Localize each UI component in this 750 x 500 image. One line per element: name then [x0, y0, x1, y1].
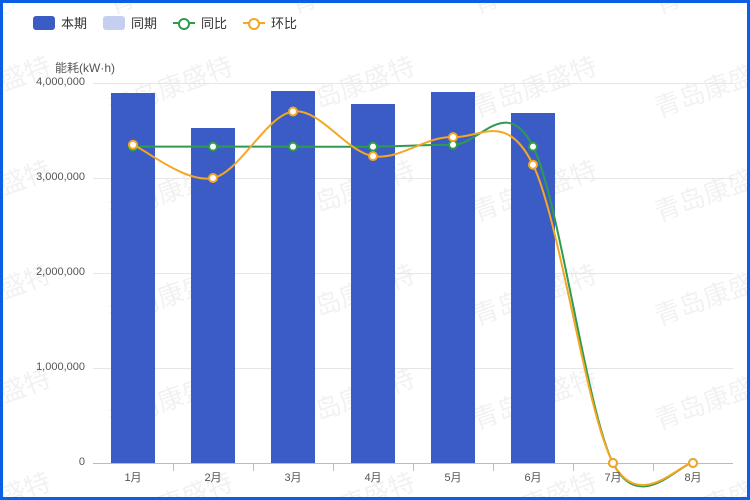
x-tick-label: 5月 — [444, 469, 461, 485]
legend-item-yoy[interactable]: 同比 — [173, 13, 227, 32]
plot-area — [93, 83, 733, 463]
legend-item-previous[interactable]: 同期 — [103, 13, 157, 32]
marker-mom[interactable] — [209, 174, 217, 182]
y-tick-label: 4,000,000 — [15, 76, 85, 88]
marker-mom[interactable] — [449, 133, 457, 141]
chart-frame: 青岛康盛特青岛康盛特青岛康盛特青岛康盛特青岛康盛特青岛康盛特青岛康盛特青岛康盛特… — [0, 0, 750, 500]
legend-swatch-yoy — [173, 22, 195, 24]
marker-mom[interactable] — [129, 141, 137, 149]
legend-label-yoy: 同比 — [201, 13, 227, 32]
marker-yoy[interactable] — [369, 143, 377, 151]
x-tick-separator — [173, 463, 174, 471]
x-tick-separator — [253, 463, 254, 471]
legend-label-mom: 环比 — [271, 13, 297, 32]
marker-mom[interactable] — [289, 108, 297, 116]
marker-yoy[interactable] — [209, 143, 217, 151]
marker-mom[interactable] — [689, 459, 697, 467]
legend-item-current[interactable]: 本期 — [33, 13, 87, 32]
x-tick-separator — [413, 463, 414, 471]
x-tick-label: 2月 — [204, 469, 221, 485]
x-tick-label: 1月 — [124, 469, 141, 485]
x-tick-label: 4月 — [364, 469, 381, 485]
x-tick-label: 3月 — [284, 469, 301, 485]
marker-mom[interactable] — [529, 161, 537, 169]
x-tick-label: 8月 — [684, 469, 701, 485]
y-tick-label: 3,000,000 — [15, 171, 85, 183]
y-axis-title: 能耗(kW·h) — [55, 59, 115, 76]
y-tick-label: 0 — [15, 456, 85, 468]
y-tick-label: 1,000,000 — [15, 361, 85, 373]
legend-swatch-current — [33, 16, 55, 30]
line-layer — [93, 83, 733, 463]
legend-item-mom[interactable]: 环比 — [243, 13, 297, 32]
legend-label-previous: 同期 — [131, 13, 157, 32]
x-tick-separator — [573, 463, 574, 471]
x-tick-label: 6月 — [524, 469, 541, 485]
marker-yoy[interactable] — [529, 143, 537, 151]
legend: 本期 同期 同比 环比 — [33, 13, 297, 32]
marker-yoy[interactable] — [289, 143, 297, 151]
x-tick-separator — [653, 463, 654, 471]
legend-swatch-mom — [243, 22, 265, 24]
x-tick-label: 7月 — [604, 469, 621, 485]
x-tick-separator — [333, 463, 334, 471]
marker-mom[interactable] — [609, 459, 617, 467]
y-tick-label: 2,000,000 — [15, 266, 85, 278]
x-tick-separator — [493, 463, 494, 471]
legend-label-current: 本期 — [61, 13, 87, 32]
line-mom[interactable] — [133, 111, 693, 485]
legend-swatch-previous — [103, 16, 125, 30]
marker-mom[interactable] — [369, 152, 377, 160]
